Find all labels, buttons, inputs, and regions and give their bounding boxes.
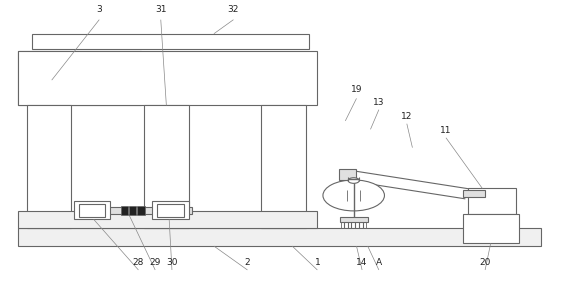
Text: 20: 20 — [479, 258, 491, 267]
Bar — [18, 211, 318, 228]
Bar — [99, 207, 192, 214]
Bar — [338, 169, 356, 180]
Bar — [463, 189, 485, 197]
Text: 2: 2 — [244, 258, 250, 267]
Text: 19: 19 — [351, 85, 362, 94]
Bar — [261, 105, 306, 228]
Text: 12: 12 — [401, 112, 413, 121]
Bar — [341, 222, 366, 228]
Bar — [144, 105, 189, 228]
Bar — [152, 201, 189, 219]
Text: 14: 14 — [356, 258, 368, 267]
Bar — [18, 51, 318, 105]
Text: A: A — [376, 258, 382, 267]
Bar — [157, 204, 184, 217]
Circle shape — [323, 180, 384, 211]
Bar — [74, 201, 111, 219]
Bar — [18, 228, 541, 246]
Text: 11: 11 — [440, 126, 452, 135]
Text: 13: 13 — [373, 98, 384, 107]
Text: 31: 31 — [155, 5, 166, 14]
Text: 32: 32 — [228, 5, 239, 14]
Bar — [18, 51, 141, 105]
Bar — [339, 216, 368, 222]
Text: 30: 30 — [166, 258, 178, 267]
Bar — [468, 188, 516, 214]
Bar — [32, 34, 309, 49]
Bar — [79, 204, 106, 217]
Text: 3: 3 — [96, 5, 102, 14]
Bar — [463, 214, 519, 243]
Bar — [137, 206, 144, 214]
Bar — [129, 206, 136, 214]
Bar — [120, 206, 128, 214]
Text: 29: 29 — [149, 258, 161, 267]
Text: 1: 1 — [315, 258, 320, 267]
Text: 28: 28 — [133, 258, 144, 267]
Bar — [26, 105, 71, 228]
Circle shape — [348, 178, 359, 183]
